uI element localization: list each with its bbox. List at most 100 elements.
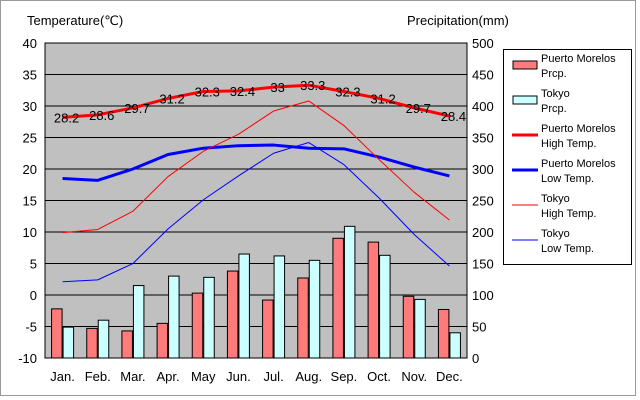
legend-label-line2: High Temp. [541,138,597,150]
legend-item-tokyo-low: Tokyo Low Temp. [504,227,631,257]
bar-tokyo-prcp [379,254,391,359]
month-label: Jul. [263,369,283,384]
legend-item-tokyo-prcp: Tokyo Prcp. [504,87,631,117]
month-label: Apr. [157,369,180,384]
left-tick-label: 30 [23,99,37,114]
legend-label-line2: Low Temp. [541,173,594,185]
puerto-morelos-low-line [62,143,450,182]
month-label: Feb. [85,369,111,384]
high-temp-data-label: 33 [270,80,284,95]
right-tick-label: 500 [472,36,494,51]
tokyo-high-line [62,100,450,234]
legend-item-tokyo-high: Tokyo High Temp. [504,192,631,222]
legend-label-line2: Prcp. [541,68,567,80]
high-temp-data-label: 33.3 [300,78,325,93]
legend-item-puerto-morelos-low: Puerto Morelos Low Temp. [504,157,631,187]
bar-tokyo-prcp [449,332,461,359]
high-temp-data-label: 32.3 [335,85,360,100]
legend-swatch-line [512,239,538,241]
high-temp-data-label: 32.3 [195,85,220,100]
bar-tokyo-prcp [168,275,180,359]
legend-item-puerto-morelos-high: Puerto Morelos High Temp. [504,122,631,152]
legend-swatch-line [512,133,538,137]
legend-label-line2: Low Temp. [541,243,594,255]
bar-puerto-morelos-prcp [332,237,344,359]
legend-label-line1: Tokyo [541,228,570,240]
month-label: Jan. [50,369,75,384]
bar-tokyo-prcp [132,285,145,359]
bar-tokyo-prcp [238,253,250,359]
puerto-morelos-high-line [62,83,450,119]
month-label: Nov. [401,369,427,384]
bar-puerto-morelos-prcp [297,277,309,359]
legend-label-line1: Tokyo [541,193,570,205]
left-tick-label: 15 [23,194,37,209]
tokyo-low-line [62,142,450,283]
right-axis-title: Precipitation(mm) [407,13,509,28]
right-tick-label: 150 [472,257,494,272]
legend-label-line1: Tokyo [541,88,570,100]
left-tick-label: 10 [23,225,37,240]
high-temp-data-label: 28.4 [441,109,466,124]
high-temp-data-label: 28.2 [54,110,79,125]
right-tick-label: 450 [472,68,494,83]
legend-item-puerto-morelos-prcp: Puerto Morelos Prcp. [504,52,631,82]
month-label: May [191,369,216,384]
legend-swatch-bar [512,95,538,105]
right-tick-label: 300 [472,162,494,177]
high-temp-data-label: 31.2 [159,91,184,106]
right-tick-label: 350 [472,131,494,146]
right-tick-label: 100 [472,288,494,303]
bar-puerto-morelos-prcp [367,241,380,359]
left-tick-label: 35 [23,68,37,83]
month-label: Oct. [367,369,391,384]
legend-label-line2: Prcp. [541,103,567,115]
bar-tokyo-prcp [203,276,215,359]
legend: Puerto Morelos Prcp. Tokyo Prcp. Puerto … [503,49,632,265]
bar-tokyo-prcp [343,225,356,359]
bar-puerto-morelos-prcp [121,330,133,359]
bar-puerto-morelos-prcp [51,308,63,359]
bar-puerto-morelos-prcp [156,322,169,359]
month-label: Aug. [295,369,322,384]
left-tick-label: 40 [23,36,37,51]
bar-puerto-morelos-prcp [191,292,204,359]
left-axis-title: Temperature(℃) [27,13,124,28]
legend-label-line2: High Temp. [541,208,597,220]
legend-label-line1: Puerto Morelos [541,158,616,170]
left-tick-label: -10 [18,351,37,366]
legend-label-line1: Puerto Morelos [541,53,616,65]
left-tick-label: 5 [30,257,37,272]
legend-swatch-line [512,204,538,206]
legend-label-line1: Puerto Morelos [541,123,616,135]
right-tick-label: 400 [472,99,494,114]
bar-tokyo-prcp [414,298,426,359]
right-tick-label: 250 [472,194,494,209]
bar-puerto-morelos-prcp [262,299,274,359]
bar-puerto-morelos-prcp [226,270,239,359]
right-tick-label: 50 [472,320,486,335]
left-tick-label: 25 [23,131,37,146]
bar-tokyo-prcp [273,255,286,359]
right-tick-label: 200 [472,225,494,240]
bar-puerto-morelos-prcp [86,327,98,359]
high-temp-data-label: 31.2 [370,91,395,106]
legend-swatch-bar [512,60,538,70]
high-temp-data-label: 28.6 [89,108,114,123]
high-temp-data-label: 32.4 [230,84,255,99]
month-label: Dec. [436,369,463,384]
month-label: Mar. [120,369,145,384]
left-tick-label: 20 [23,162,37,177]
month-label: Sep. [331,369,358,384]
bar-tokyo-prcp [308,259,321,359]
bar-puerto-morelos-prcp [402,295,415,359]
bar-puerto-morelos-prcp [437,308,450,359]
plot-border [44,42,468,359]
high-temp-data-label: 29.7 [124,101,149,116]
bar-tokyo-prcp [97,319,110,359]
bar-tokyo-prcp [62,326,75,359]
left-tick-label: 0 [30,288,37,303]
high-temp-data-label: 29.7 [406,101,431,116]
right-tick-label: 0 [472,351,479,366]
